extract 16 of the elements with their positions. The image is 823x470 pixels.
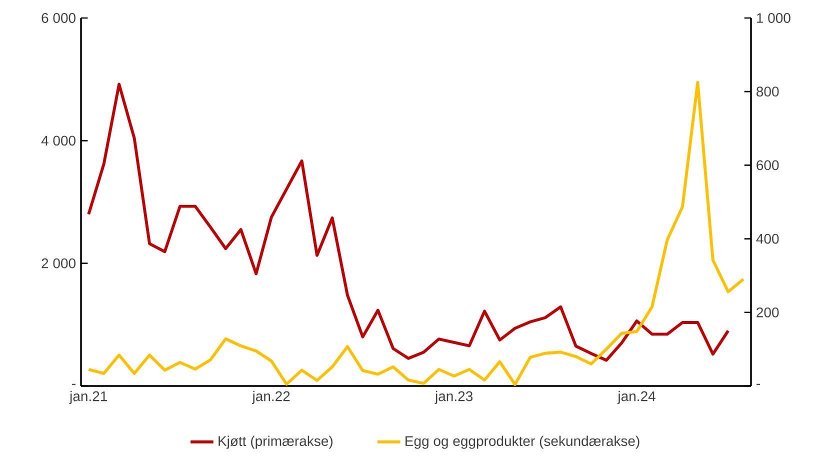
y2-tick-label: 1 000 — [757, 13, 790, 23]
y2-tick-label: - — [756, 384, 760, 385]
y-tick-label: 2 000 — [42, 258, 76, 268]
y2-tick-label: 600 — [756, 160, 779, 170]
x-tick-label: jan.22 — [252, 390, 290, 404]
x-tick-label: jan.23 — [434, 390, 473, 404]
y-tick-label: 4 000 — [41, 136, 76, 146]
x-tick-label: jan.24 — [617, 390, 656, 404]
y2-tick-label: 400 — [756, 234, 779, 244]
legend-label: Egg og eggprodukter (sekundærakse) — [406, 436, 640, 449]
y-tick-label: 6 000 — [42, 13, 76, 23]
y2-tick-label: 800 — [756, 86, 779, 97]
x-tick-label: jan.21 — [69, 390, 107, 404]
legend-label: Kjøtt (primærakse) — [218, 436, 332, 449]
y2-tick-label: 200 — [756, 307, 779, 318]
y-tick-label: - — [72, 384, 76, 385]
